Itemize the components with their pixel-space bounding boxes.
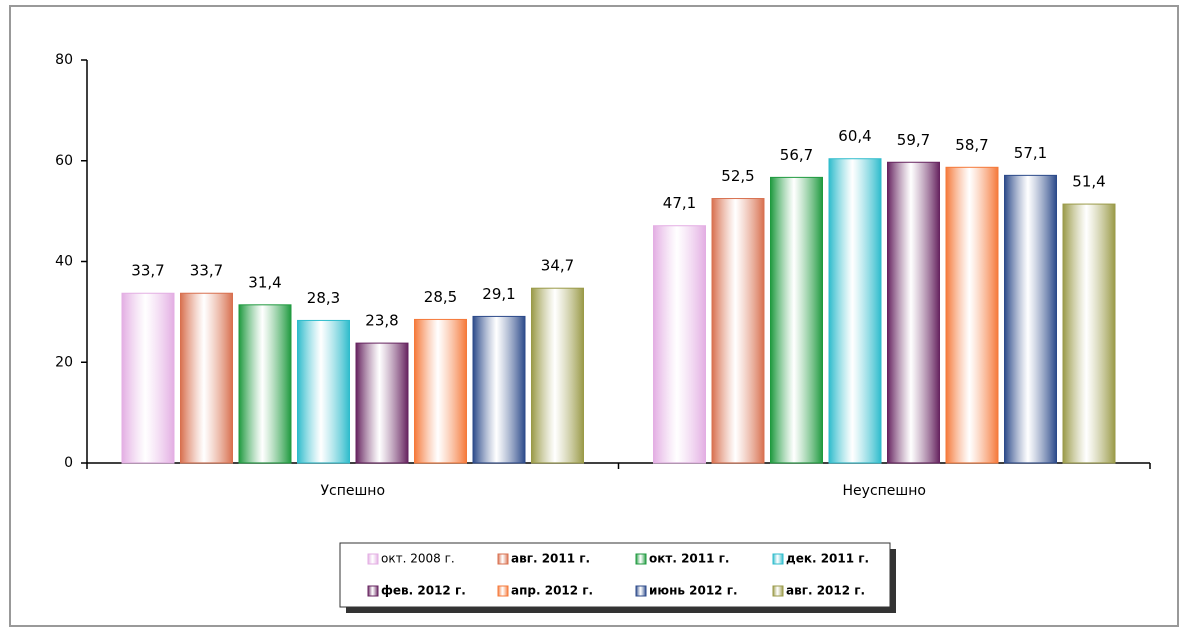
data-label: 29,1 — [482, 285, 515, 303]
legend-swatch — [367, 553, 379, 565]
bar — [472, 315, 526, 464]
data-label: 47,1 — [663, 194, 696, 212]
bar — [653, 225, 706, 464]
legend-swatch — [497, 553, 509, 565]
x-tick-label: Неуспешно — [843, 483, 926, 499]
data-label: 52,5 — [721, 167, 754, 185]
data-label: 57,1 — [1014, 144, 1047, 162]
bar — [297, 319, 350, 464]
legend-label: апр. 2012 г. — [511, 584, 593, 598]
bar — [121, 292, 175, 464]
legend-label: дек. 2011 г. — [786, 552, 869, 566]
data-label: 56,7 — [780, 146, 813, 164]
legend-label: окт. 2008 г. — [381, 552, 455, 566]
y-tick-label: 80 — [55, 52, 73, 68]
bar — [238, 304, 292, 464]
bar — [180, 292, 233, 464]
bar — [355, 342, 409, 464]
legend-label: июнь 2012 г. — [649, 584, 738, 598]
data-label: 33,7 — [131, 262, 164, 280]
bar — [1062, 203, 1116, 464]
data-label: 28,5 — [424, 288, 457, 306]
legend-swatch — [772, 553, 784, 565]
y-tick-label: 0 — [64, 455, 73, 471]
legend-label: фев. 2012 г. — [381, 584, 466, 598]
y-tick-label: 20 — [55, 354, 73, 370]
data-label: 59,7 — [897, 131, 930, 149]
data-label: 33,7 — [190, 262, 223, 280]
legend-label: авг. 2011 г. — [511, 552, 590, 566]
y-tick-label: 60 — [55, 153, 73, 169]
data-label: 28,3 — [307, 289, 340, 307]
legend-box — [339, 542, 891, 608]
bar — [945, 166, 999, 464]
legend-swatch — [635, 585, 647, 597]
y-tick-label: 40 — [55, 254, 73, 270]
bar — [711, 198, 765, 464]
legend-swatch — [497, 585, 509, 597]
data-label: 60,4 — [838, 127, 871, 145]
bar — [531, 287, 584, 464]
bar — [887, 161, 940, 464]
data-label: 34,7 — [541, 257, 574, 275]
bar — [828, 158, 882, 464]
bar — [414, 318, 467, 464]
bar — [770, 176, 823, 464]
legend-label: окт. 2011 г. — [649, 552, 729, 566]
data-label: 51,4 — [1072, 173, 1105, 191]
bar — [1004, 174, 1057, 464]
legend-swatch — [367, 585, 379, 597]
legend-swatch — [772, 585, 784, 597]
legend-label: авг. 2012 г. — [786, 584, 865, 598]
legend-swatch — [635, 553, 647, 565]
data-label: 23,8 — [365, 312, 398, 330]
x-tick-label: Успешно — [320, 483, 385, 499]
data-label: 31,4 — [248, 273, 281, 291]
data-label: 58,7 — [955, 136, 988, 154]
